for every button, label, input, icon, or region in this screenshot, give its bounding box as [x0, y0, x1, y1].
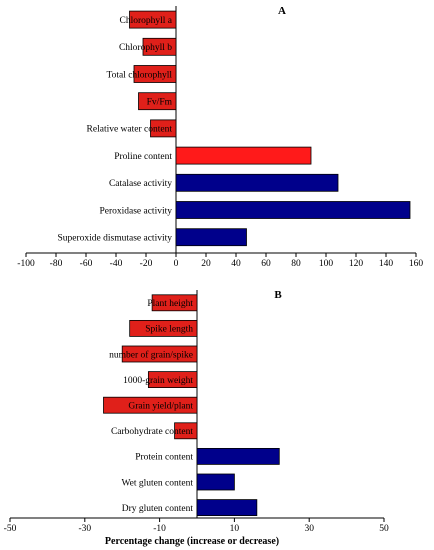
category-label: 1000-grain weight	[123, 376, 193, 386]
bar	[174, 422, 198, 440]
category-label: Superoxide dismutase activity	[57, 234, 172, 244]
x-tick-label: -30	[78, 524, 91, 534]
category-label: Relative water content	[87, 125, 173, 135]
category-label: Chlorophyll b	[119, 43, 172, 53]
x-tick-label: -100	[17, 259, 35, 269]
category-label: Dry gluten content	[122, 504, 194, 514]
category-label: number of grain/spike	[109, 349, 193, 360]
x-tick-label: 50	[379, 524, 389, 534]
bar	[151, 294, 198, 312]
x-tick-label: -40	[110, 259, 123, 269]
bar	[129, 319, 198, 337]
bar	[196, 447, 280, 465]
x-tick-label: -10	[153, 524, 166, 534]
category-label: Plant height	[147, 299, 193, 309]
category-label: Fv/Fm	[147, 98, 173, 108]
category-label: Total chlorophyll	[106, 70, 172, 80]
x-tick-label: -20	[140, 259, 153, 269]
bar	[129, 10, 177, 29]
x-tick-label: 30	[304, 524, 314, 534]
bar	[196, 499, 258, 517]
panel-letter: B	[274, 289, 282, 301]
bar	[138, 92, 177, 111]
x-tick-label: 60	[261, 259, 271, 269]
panel-letter: A	[278, 5, 286, 17]
x-tick-label: 10	[230, 524, 240, 534]
x-tick-label: 0	[174, 259, 179, 269]
category-label: Grain yield/plant	[128, 402, 193, 412]
x-tick-label: -60	[80, 259, 93, 269]
category-label: Proline content	[114, 152, 172, 162]
x-tick-label: -50	[4, 524, 17, 534]
bar	[175, 228, 247, 247]
bar	[103, 396, 198, 414]
category-label: Chlorophyll a	[119, 16, 172, 26]
category-label: Catalase activity	[109, 179, 172, 189]
x-tick-label: 20	[201, 259, 211, 269]
x-tick-label: 120	[349, 259, 364, 269]
category-label: Wet gluten content	[121, 478, 193, 488]
bar	[196, 473, 235, 491]
x-tick-label: 140	[379, 259, 394, 269]
panel-a: A Chlorophyll a Chlorophyll b Total chlorop…	[17, 5, 423, 269]
bar	[133, 65, 177, 83]
bar	[175, 173, 339, 192]
x-tick-label: 80	[291, 259, 301, 269]
x-axis-title: Percentage change (increase or decrease)	[105, 536, 279, 547]
category-label: Spike length	[145, 325, 193, 335]
panel-b: B Plant height Spike length number of grain…	[4, 289, 389, 547]
x-tick-label: 160	[409, 259, 424, 269]
category-label: Peroxidase activity	[99, 206, 172, 216]
category-label: Protein content	[135, 453, 193, 463]
bar	[121, 345, 198, 363]
bar	[175, 201, 411, 219]
bar	[175, 146, 312, 165]
category-label: Carbohydrate content	[111, 427, 193, 437]
x-tick-label: 40	[231, 259, 241, 269]
x-tick-label: 100	[319, 259, 334, 269]
bar	[150, 119, 177, 138]
bar	[142, 37, 177, 56]
x-tick-label: -80	[50, 259, 63, 269]
bar	[147, 371, 198, 389]
